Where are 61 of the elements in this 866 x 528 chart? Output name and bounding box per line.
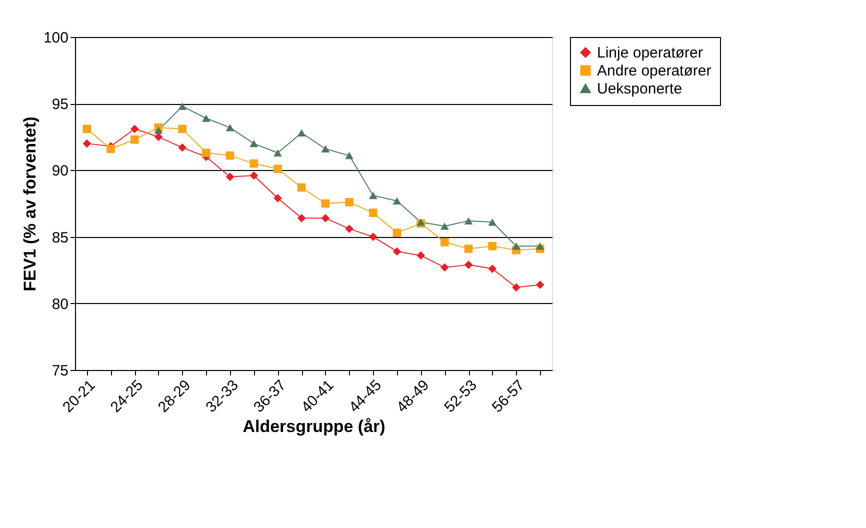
point bbox=[82, 139, 92, 148]
point bbox=[297, 183, 306, 192]
point bbox=[226, 124, 234, 132]
point bbox=[536, 242, 544, 250]
point bbox=[250, 140, 258, 148]
point bbox=[178, 143, 187, 152]
point bbox=[392, 197, 402, 204]
legend-label: Ueksponerte bbox=[597, 80, 682, 98]
point bbox=[297, 214, 306, 222]
point bbox=[345, 224, 354, 233]
point bbox=[512, 283, 520, 292]
point bbox=[512, 242, 520, 250]
y-tick-label: 100 bbox=[43, 30, 68, 46]
point bbox=[82, 124, 92, 134]
legend-label: Linje operatører bbox=[597, 44, 703, 62]
point bbox=[274, 149, 282, 157]
point bbox=[130, 124, 139, 134]
point bbox=[130, 135, 139, 144]
point bbox=[178, 124, 187, 134]
point bbox=[368, 192, 378, 200]
point bbox=[106, 144, 115, 154]
point bbox=[250, 171, 258, 180]
y-axis-title: FEV1 (% av forventet) bbox=[20, 116, 40, 292]
point bbox=[345, 198, 354, 206]
point bbox=[464, 244, 473, 253]
legend-label: Andre operatører bbox=[597, 62, 712, 80]
point bbox=[488, 218, 497, 226]
point bbox=[440, 238, 449, 246]
y-tick-label: 90 bbox=[52, 162, 68, 180]
point bbox=[321, 145, 330, 153]
y-tick-label: 95 bbox=[52, 96, 68, 114]
point bbox=[464, 260, 473, 269]
point bbox=[226, 151, 234, 160]
point bbox=[321, 214, 330, 222]
point bbox=[274, 164, 282, 174]
point bbox=[416, 251, 426, 260]
point bbox=[368, 208, 378, 218]
point bbox=[464, 217, 473, 224]
point bbox=[321, 199, 330, 208]
y-tick-label: 80 bbox=[52, 296, 68, 313]
x-axis-title: Aldersgruppe (år) bbox=[242, 417, 386, 436]
point bbox=[202, 114, 210, 122]
point bbox=[392, 247, 402, 256]
point bbox=[392, 228, 402, 237]
y-tick-label: 75 bbox=[52, 362, 68, 380]
point bbox=[178, 102, 187, 110]
point bbox=[488, 242, 497, 250]
point bbox=[250, 159, 258, 168]
point bbox=[274, 194, 282, 202]
point bbox=[345, 152, 354, 160]
y-tick-label: 85 bbox=[52, 229, 68, 246]
point bbox=[368, 232, 378, 241]
point bbox=[488, 264, 497, 273]
point bbox=[154, 132, 163, 142]
point bbox=[297, 129, 306, 137]
point bbox=[440, 222, 449, 230]
point bbox=[154, 126, 163, 134]
point bbox=[440, 263, 449, 272]
point bbox=[536, 280, 544, 289]
point bbox=[202, 148, 210, 158]
point bbox=[226, 172, 234, 182]
